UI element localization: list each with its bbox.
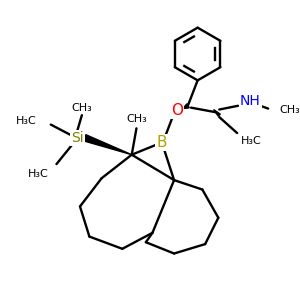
Text: H₃C: H₃C [28, 169, 49, 178]
Text: CH₃: CH₃ [71, 103, 92, 113]
Polygon shape [183, 104, 189, 109]
Text: H₃C: H₃C [241, 136, 262, 146]
Text: O: O [171, 103, 183, 118]
Polygon shape [214, 110, 220, 116]
Text: CH₃: CH₃ [126, 114, 147, 124]
Text: NH: NH [240, 94, 261, 108]
Text: CH₃: CH₃ [280, 106, 300, 116]
Polygon shape [84, 135, 132, 155]
Text: B: B [157, 135, 167, 150]
Text: Si: Si [71, 131, 83, 145]
Text: H₃C: H₃C [16, 116, 37, 126]
